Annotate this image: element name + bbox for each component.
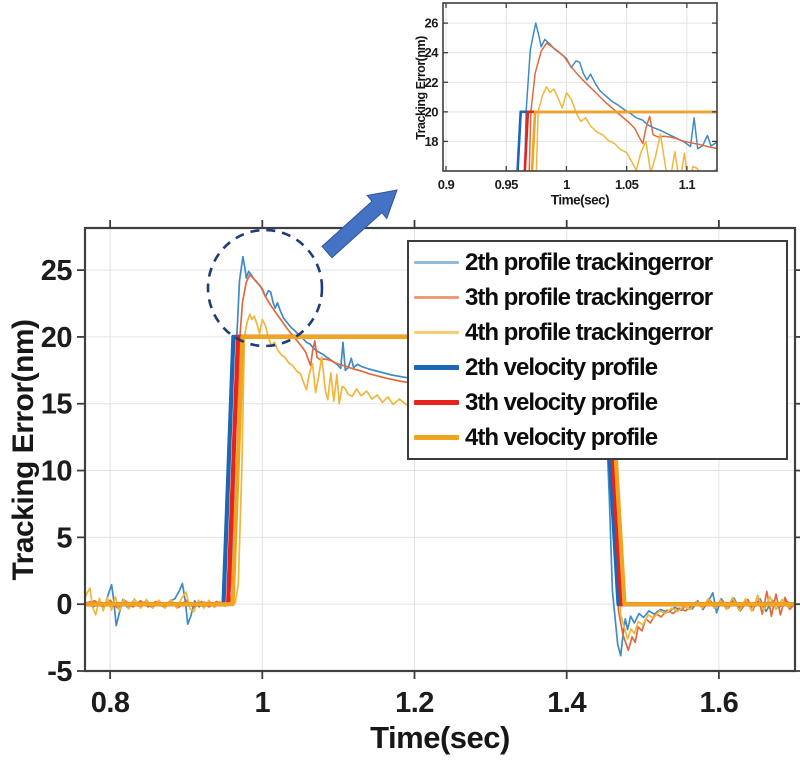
x-tick-label: 0.9 (438, 177, 455, 192)
legend-item-ve3: 3th velocity profile (414, 386, 784, 419)
zoom-arrow (321, 189, 398, 259)
main-y-axis-label: Tracking Error(nm) (7, 319, 40, 581)
y-tick-label: -5 (47, 656, 72, 688)
x-tick-label: 0.95 (495, 177, 519, 192)
legend-item-te3: 3th profile trackingerror (414, 281, 784, 314)
series-te3 (528, 42, 717, 171)
zoom-region-ellipse (206, 228, 324, 348)
x-tick-label: 1.2 (395, 687, 434, 719)
legend-line-sample-ve2 (414, 365, 459, 370)
y-tick-label: 20 (41, 322, 72, 354)
x-tick-label: 1 (563, 177, 570, 192)
legend-line-sample-ve4 (414, 435, 459, 440)
legend-line-sample-ve3 (414, 400, 459, 405)
y-tick-label: 26 (425, 16, 439, 31)
main-axes-border (83, 226, 797, 673)
x-tick-label: 1.4 (547, 687, 586, 719)
inset-y-axis-label: Tracking Error(nm) (414, 36, 428, 140)
legend-item-ve4: 4th velocity profile (414, 421, 784, 454)
series-te2 (523, 22, 717, 171)
y-tick-label: 22 (425, 75, 439, 90)
series-te4 (535, 85, 717, 171)
legend-label-te4: 4th profile trackingerror (465, 318, 713, 346)
legend-item-te2: 2th profile trackingerror (414, 246, 784, 279)
y-tick-label: 0 (56, 589, 72, 621)
x-tick-label: 1 (254, 687, 270, 719)
legend-label-ve4: 4th velocity profile (465, 423, 658, 451)
x-tick-label: 1.05 (615, 177, 639, 192)
legend-item-ve2: 2th velocity profile (414, 351, 784, 384)
legend-label-te3: 3th profile trackingerror (465, 283, 713, 311)
legend-label-ve2: 2th velocity profile (465, 353, 658, 381)
legend-line-sample-te3 (414, 296, 459, 299)
x-tick-label: 1.6 (699, 687, 738, 719)
legend-line-sample-te2 (414, 261, 459, 264)
legend-item-te4: 4th profile trackingerror (414, 316, 784, 349)
y-tick-label: 10 (41, 456, 72, 488)
y-tick-label: 24 (425, 45, 440, 60)
main-x-axis-label: Time(sec) (370, 720, 510, 755)
y-tick-label: 25 (41, 255, 73, 287)
x-tick-label: 0.8 (91, 687, 130, 719)
y-tick-label: 5 (56, 522, 72, 554)
y-tick-label: 20 (425, 104, 439, 119)
y-tick-label: 18 (425, 134, 439, 149)
series-te4 (85, 313, 795, 640)
legend-label-te2: 2th profile trackingerror (465, 248, 713, 276)
x-tick-label: 1.1 (679, 177, 696, 192)
legend: 2th profile trackingerror 3th profile tra… (407, 240, 788, 460)
inset-axes-border (442, 2, 718, 172)
legend-label-ve3: 3th velocity profile (465, 388, 658, 416)
y-tick-label: 15 (41, 389, 73, 421)
legend-line-sample-te4 (414, 331, 459, 334)
inset-x-axis-label: Time(sec) (550, 192, 610, 208)
